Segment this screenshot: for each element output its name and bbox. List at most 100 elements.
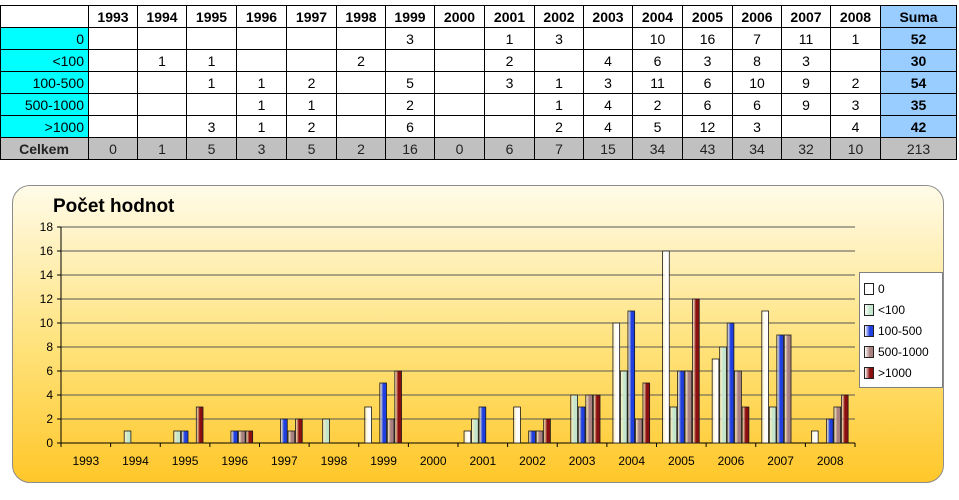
table-cell: 3	[385, 27, 435, 50]
table-cell: 1	[830, 27, 881, 50]
table-cell: 7	[732, 27, 782, 50]
bar	[195, 406, 204, 444]
bar	[295, 418, 303, 444]
table-cell	[781, 115, 831, 138]
x-tick-label: 1996	[221, 454, 248, 468]
bar	[811, 430, 819, 444]
row-label: 0	[0, 27, 89, 50]
legend-label: 100-500	[878, 324, 923, 338]
bar	[478, 406, 487, 444]
table-cell: 10	[732, 71, 782, 94]
data-table: 1993 1994 1995 1996 1997 1998 1999 2000 2001 2002…	[0, 5, 957, 160]
bar	[471, 418, 479, 444]
y-tick-label: 10	[40, 316, 54, 330]
bar	[592, 394, 601, 444]
bar	[585, 394, 593, 444]
x-tick-label: 2003	[569, 454, 596, 468]
table-cell	[434, 115, 485, 138]
year-header: 2001	[484, 5, 535, 28]
bar	[642, 382, 651, 444]
table-cell: 2	[830, 71, 881, 94]
row-label: 500-1000	[0, 93, 89, 116]
table-row: 500-1000 1 1 2 1 4 2 6 6 9 3 35	[0, 93, 957, 116]
x-tick-label: 2004	[618, 454, 645, 468]
x-tick-label: 2005	[668, 454, 695, 468]
row-label: <100	[0, 49, 89, 72]
table-cell: 34	[632, 137, 683, 160]
sum-header: Suma	[880, 5, 957, 28]
year-header: 1995	[186, 5, 237, 28]
row-sum-cell: 52	[880, 27, 957, 50]
year-header: 1997	[286, 5, 337, 28]
table-cell: 8	[732, 49, 782, 72]
table-cell: 15	[583, 137, 633, 160]
y-tick-label: 16	[40, 244, 54, 258]
table-cell	[484, 93, 535, 116]
x-tick-label: 1993	[72, 454, 99, 468]
bar	[386, 418, 395, 444]
table-cell: 0	[434, 137, 485, 160]
table-cell: 1	[534, 93, 584, 116]
table-cell	[137, 71, 187, 94]
row-sum-cell: 35	[880, 93, 957, 116]
chart-legend: 0 <100 100-500 500-1000 >1000	[859, 272, 943, 388]
legend-item: 100-500	[864, 321, 922, 341]
table-cell	[385, 49, 435, 72]
table-cell: 3	[781, 49, 831, 72]
table-cell: 2	[286, 71, 337, 94]
table-cell: 12	[682, 115, 733, 138]
bar	[612, 322, 621, 444]
bar	[635, 418, 643, 444]
y-tick-label: 4	[46, 388, 53, 402]
table-cell	[286, 49, 337, 72]
x-tick-label: 2000	[420, 454, 447, 468]
table-cell	[336, 115, 386, 138]
legend-swatch	[864, 367, 874, 379]
legend-label: 0	[878, 282, 885, 296]
table-cell	[186, 93, 237, 116]
table-cell: 34	[732, 137, 782, 160]
table-cell: 6	[632, 49, 683, 72]
bar	[123, 430, 132, 444]
bar	[577, 406, 586, 444]
table-cell: 0	[88, 137, 138, 160]
table-cell: 5	[632, 115, 683, 138]
year-header: 2004	[632, 5, 683, 28]
table-cell: 4	[830, 115, 881, 138]
bar	[833, 406, 842, 444]
table-cell: 4	[583, 115, 633, 138]
table-cell: 3	[830, 93, 881, 116]
table-cell: 9	[781, 71, 831, 94]
table-cell: 3	[236, 137, 287, 160]
row-label: 100-500	[0, 71, 89, 94]
table-cell	[137, 115, 187, 138]
table-cell: 5	[186, 137, 237, 160]
table-cell	[88, 71, 138, 94]
table-cell	[336, 27, 386, 50]
y-tick-label: 6	[46, 364, 53, 378]
y-tick-label: 14	[40, 268, 54, 282]
bar	[180, 430, 189, 444]
year-header: 1999	[385, 5, 435, 28]
bar	[741, 406, 750, 444]
x-tick-label: 2007	[767, 454, 794, 468]
table-cell	[336, 71, 386, 94]
bar	[719, 346, 727, 444]
table-cell: 1	[236, 115, 287, 138]
table-cell: 2	[336, 137, 386, 160]
table-cell	[186, 27, 237, 50]
bar	[620, 370, 628, 444]
legend-label: <100	[878, 303, 906, 317]
year-header: 1994	[137, 5, 187, 28]
bar	[543, 418, 551, 444]
bar	[364, 406, 372, 444]
table-cell: 16	[385, 137, 435, 160]
year-header: 2000	[434, 5, 485, 28]
table-cell	[286, 27, 337, 50]
chart-panel: 0 2 4 6 8 10 12 14 16 18 1993 1994 1995 1996 1997 1998 1…	[12, 185, 944, 483]
total-label: Celkem	[0, 137, 89, 160]
table-cell	[137, 93, 187, 116]
bar	[776, 334, 784, 444]
bar	[826, 418, 834, 444]
bar	[230, 430, 239, 444]
